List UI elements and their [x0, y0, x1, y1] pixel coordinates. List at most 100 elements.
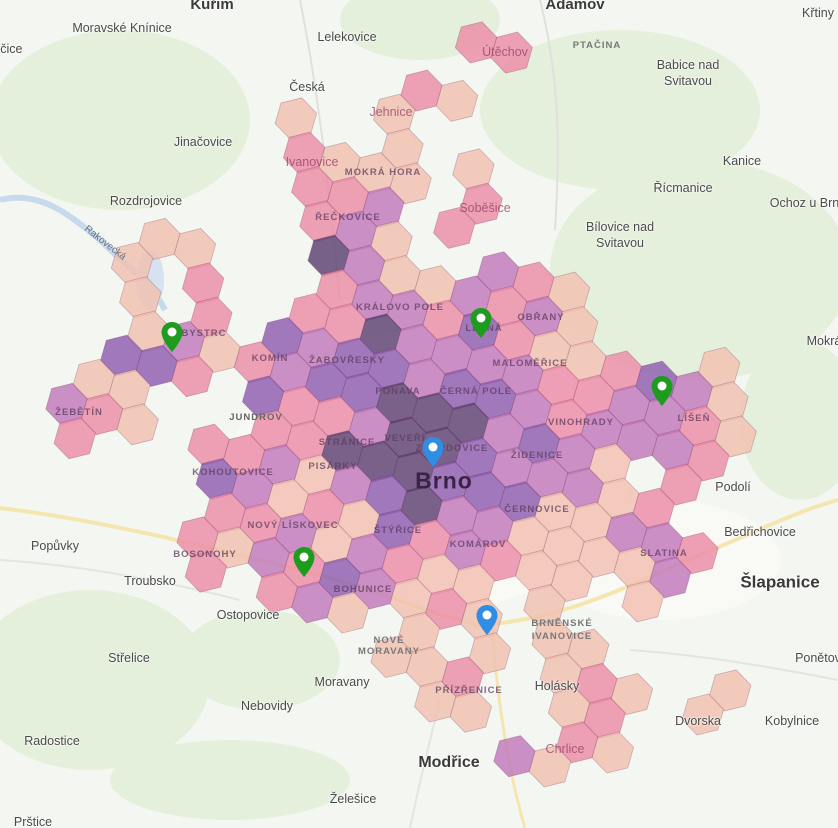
city-label-brno: Brno	[415, 467, 473, 494]
place-label: ČERNOVICE	[504, 503, 570, 515]
hexbin	[389, 162, 432, 205]
hexbin	[490, 31, 533, 74]
place-label: Bílovice nad	[585, 220, 655, 235]
hexbin	[460, 182, 503, 225]
place-label: BOSONOHY	[173, 548, 237, 560]
place-label: ŘEČKOVICE	[315, 211, 381, 223]
place-label: Ivanovice	[285, 155, 339, 170]
place-label: Prštice	[13, 815, 53, 828]
hexbin	[433, 206, 476, 249]
place-label: Holásky	[534, 679, 580, 694]
place-label: Modřice	[418, 754, 480, 772]
hexbin	[681, 693, 725, 736]
place-label: NOVÝ LÍSKOVEC	[247, 519, 339, 531]
place-label: BOHUNICE	[333, 583, 393, 595]
place-label: PŘÍZŘENICE	[435, 684, 503, 696]
place-label: Moravské Knínice	[72, 21, 172, 36]
hexbin	[687, 439, 730, 482]
place-label: ŽABOVŘESKY	[309, 354, 385, 366]
place-label: PISÁRKY	[308, 460, 358, 472]
place-label: BRNĚNSKÉ	[531, 617, 593, 629]
hexbin	[184, 550, 228, 593]
place-label: MOKRÁ HORA	[344, 166, 422, 178]
place-label: KOHOUTOVICE	[192, 466, 274, 478]
hexbin	[610, 673, 654, 716]
place-label: SLATINA	[640, 547, 688, 559]
hexbin	[53, 417, 97, 460]
place-label: PONAVA	[375, 385, 421, 397]
hexbin	[676, 532, 719, 575]
green-map-marker[interactable]	[160, 321, 184, 353]
place-label: ŽIDENICE	[510, 449, 564, 461]
place-label: KRÁLOVO POLE	[355, 301, 445, 313]
blue-map-marker[interactable]	[421, 436, 445, 468]
place-label: MORAVANY	[357, 645, 421, 657]
place-label: ČERNÁ POLE	[439, 385, 513, 397]
place-label: Lelekovice	[317, 30, 377, 45]
place-label: Ochoz u Brna	[769, 196, 838, 211]
hexbin	[648, 556, 692, 599]
place-label: KOMÍN	[251, 352, 289, 364]
hexbin	[528, 745, 572, 788]
place-label: Babice nad	[656, 58, 720, 73]
hexbin	[170, 355, 214, 398]
place-label: Kobylnice	[764, 714, 820, 729]
place-label: OBŘANY	[517, 311, 565, 323]
place-label: Troubsko	[124, 574, 176, 589]
place-label: Moravany	[314, 675, 370, 690]
blue-map-marker[interactable]	[475, 604, 499, 636]
place-label: LÍŠEŇ	[677, 412, 711, 424]
place-label: Popůvky	[31, 539, 79, 554]
green-map-marker[interactable]	[292, 546, 316, 578]
place-label: Jinačovice	[173, 135, 233, 150]
place-label: Adamov	[545, 0, 605, 13]
green-map-marker[interactable]	[650, 375, 674, 407]
hexbin	[468, 632, 512, 675]
green-map-marker[interactable]	[469, 307, 493, 339]
place-label: Dvorska	[675, 714, 721, 729]
place-label: NOVÉ	[373, 634, 405, 646]
place-label: Bedřichovice	[724, 525, 796, 540]
place-label: STRÁNICE	[318, 436, 376, 448]
place-label: VINOHRADY	[547, 416, 615, 428]
place-label: Chrlice	[545, 742, 585, 757]
place-label: BYSTRC	[181, 327, 227, 339]
place-label: PTAČINA	[572, 39, 622, 51]
hexbin	[714, 415, 757, 458]
place-label: Soběšice	[459, 201, 511, 216]
place-label: Svitavou	[596, 236, 644, 251]
place-label: ŽEBĚTÍN	[55, 406, 103, 418]
place-label: Podolí	[715, 480, 751, 495]
place-label: Ponětov	[795, 651, 838, 666]
place-label: Řícmanice	[653, 181, 713, 196]
place-label: ZÁBRDOVICE	[415, 442, 489, 454]
place-label: Mokrá	[806, 334, 838, 349]
hexbin	[493, 735, 536, 778]
place-label: Kanice	[722, 154, 762, 169]
place-label: lčice	[0, 42, 23, 57]
place-label: Želešice	[329, 792, 377, 807]
place-label: VEVEŘÍ	[384, 432, 426, 444]
hexbin	[116, 403, 159, 446]
hexbin	[550, 559, 594, 603]
place-label: JUNDROV	[229, 411, 283, 423]
hexbin	[435, 79, 479, 122]
place-label: Útěchov	[482, 45, 528, 60]
place-label: Nebovidy	[240, 699, 294, 714]
hexbin	[621, 580, 665, 623]
hexbin	[326, 591, 370, 634]
place-label: MALOMĚŘICE	[492, 357, 568, 369]
place-label: Svitavou	[664, 74, 712, 89]
place-label: Česká	[289, 80, 325, 95]
hexbin	[659, 463, 703, 506]
place-label: Křtiny	[802, 6, 834, 21]
place-label: Ostopovice	[216, 608, 280, 623]
place-label: Kuřim	[190, 0, 234, 13]
place-label: Radostice	[24, 734, 80, 749]
hexbin	[591, 731, 635, 774]
place-label: IVANOVICE	[531, 630, 593, 642]
place-label: KOMÁROV	[449, 538, 507, 550]
